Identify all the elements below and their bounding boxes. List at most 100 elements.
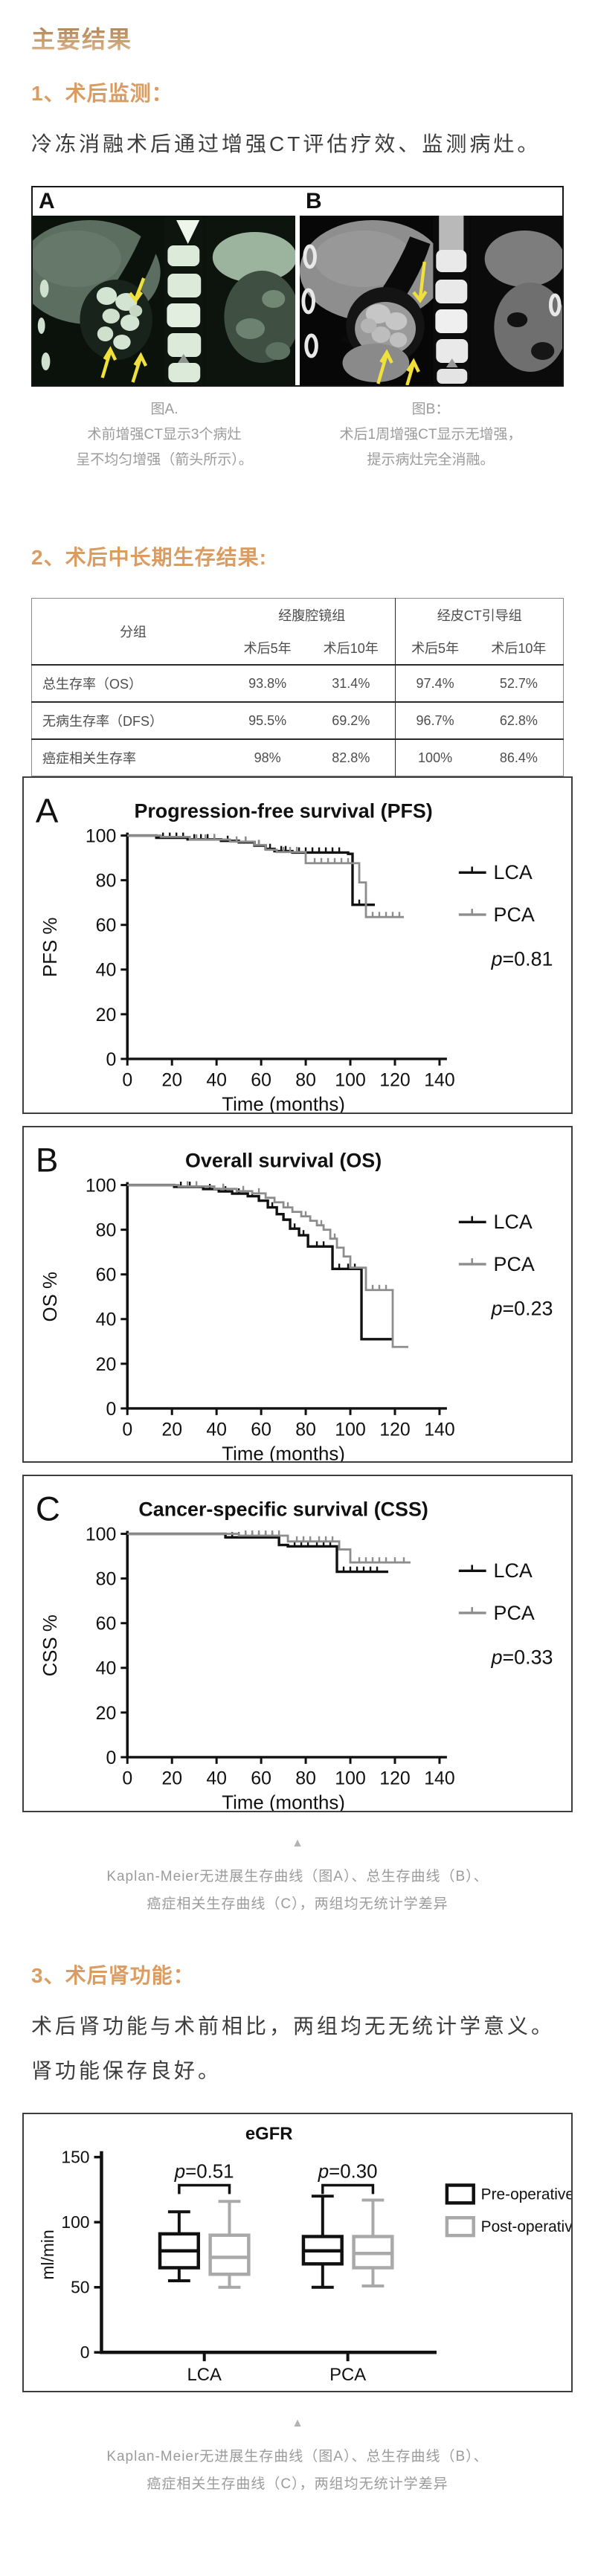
svg-text:p=0.51: p=0.51 (174, 2161, 234, 2182)
svg-text:0: 0 (122, 1070, 132, 1091)
svg-text:Progression-free survival (PFS: Progression-free survival (PFS) (134, 800, 432, 822)
svg-text:120: 120 (379, 1768, 410, 1789)
svg-text:Overall survival (OS): Overall survival (OS) (185, 1149, 382, 1171)
svg-text:0: 0 (122, 1419, 132, 1440)
svg-text:Cancer-specific survival (CSS): Cancer-specific survival (CSS) (138, 1498, 428, 1521)
svg-text:PFS %: PFS % (40, 918, 61, 977)
svg-text:PCA: PCA (494, 904, 535, 926)
svg-text:ml/min: ml/min (38, 2229, 57, 2279)
svg-text:p=0.81: p=0.81 (491, 948, 553, 970)
svg-text:60: 60 (251, 1768, 271, 1789)
svg-text:40: 40 (206, 1419, 227, 1440)
tumor-arrows-icon (100, 277, 148, 383)
svg-text:140: 140 (424, 1419, 454, 1440)
svg-text:20: 20 (96, 1703, 117, 1724)
svg-text:40: 40 (96, 960, 117, 981)
ct-captions: 图A. 术前增强CT显示3个病灶 呈不均匀增强（箭头所示）。 图B： 术后1周增… (31, 397, 564, 473)
svg-text:40: 40 (206, 1070, 227, 1091)
svg-text:80: 80 (96, 1220, 117, 1240)
svg-text:120: 120 (379, 1070, 410, 1091)
svg-text:150: 150 (61, 2147, 89, 2166)
svg-text:0: 0 (122, 1768, 132, 1789)
svg-text:LCA: LCA (187, 2365, 221, 2385)
section2-heading: 2、术后中长期生存结果: (31, 546, 267, 569)
svg-text:100: 100 (61, 2212, 89, 2232)
svg-text:100: 100 (86, 1524, 116, 1545)
km-caption-line2: 癌症相关生存曲线（C），两组均无统计学差异 (147, 1896, 448, 1912)
svg-text:100: 100 (86, 1175, 116, 1196)
svg-text:20: 20 (161, 1070, 182, 1091)
section1-body: 冷冻消融术后通过增强CT评估疗效、监测病灶。 (31, 132, 541, 155)
svg-text:B: B (36, 1141, 59, 1179)
svg-text:LCA: LCA (494, 1211, 533, 1233)
section1-heading: 1、术后监测： (31, 82, 173, 105)
svg-text:C: C (36, 1490, 60, 1528)
ablation-arrows-icon (376, 261, 428, 385)
svg-text:80: 80 (96, 871, 117, 892)
ct-caption-b-line2: 术后1周增强CT显示无增强， (339, 427, 522, 442)
svg-text:50: 50 (71, 2277, 89, 2296)
svg-text:0: 0 (106, 1049, 117, 1070)
caption-triangle-icon: ▲ (292, 1836, 303, 1849)
ct-panel-a-header: A (33, 187, 295, 216)
svg-text:p=0.33: p=0.33 (491, 1646, 553, 1669)
ct-caption-a-line1: 图A. (150, 402, 178, 417)
chart-egfr: eGFR 0 50 100 150 ml/min p=0.51 LCA p=0.30 PCA Pre… (24, 2114, 571, 2391)
ct-caption-b: 图B： 术后1周增强CT显示无增强， 提示病灶完全消融。 (298, 397, 564, 473)
svg-text:120: 120 (379, 1419, 410, 1440)
svg-text:Time (months): Time (months) (222, 1793, 345, 1811)
table-subheader: 术后5年 (395, 631, 475, 665)
chart-css-panel: C Cancer-specific survival (CSS) 0 20 40 60 80… (22, 1475, 573, 1812)
table-row: 癌症相关生存率 98% 82.8% 100% 86.4% (32, 739, 564, 776)
table-group2-header: 经皮CT引导组 (395, 598, 564, 631)
svg-text:100: 100 (86, 826, 116, 847)
cell: 82.8% (332, 750, 370, 765)
svg-text:100: 100 (335, 1419, 365, 1440)
chart-css: C Cancer-specific survival (CSS) 0 20 40 60 80… (24, 1476, 571, 1811)
svg-text:eGFR: eGFR (245, 2123, 293, 2143)
table-subheader: 术后10年 (323, 641, 379, 656)
km-figure-note: ▲ Kaplan-Meier无进展生存曲线（图A）、总生存曲线（B）、 癌症相关… (0, 1836, 595, 1918)
ct-image-post-op (300, 216, 562, 385)
ct-panel-b-label: B (306, 189, 322, 213)
ct-caption-a: 图A. 术前增强CT显示3个病灶 呈不均匀增强（箭头所示）。 (31, 397, 298, 473)
scroll-triangle-icon (178, 354, 190, 363)
chart-pfs-panel: A Progression-free survival (PFS) 0 20 40 60 8… (22, 776, 573, 1114)
cell: 52.7% (499, 675, 538, 691)
caption-triangle-icon: ▲ (292, 2416, 303, 2430)
svg-text:100: 100 (335, 1070, 365, 1091)
section3-body: 术后肾功能与术前相比，两组均无无统计学意义。肾功能保存良好。 (31, 2014, 556, 2082)
chart-os: B Overall survival (OS) 0 20 40 60 80 100 0 20 40 6… (24, 1127, 571, 1461)
egfr-caption-line1: Kaplan-Meier无进展生存曲线（图A）、总生存曲线（B）、 (106, 2448, 489, 2464)
svg-text:PCA: PCA (494, 1252, 535, 1275)
row-label: 总生存率（OS） (42, 677, 143, 692)
svg-text:20: 20 (96, 1005, 117, 1025)
ct-caption-a-line2: 术前增强CT显示3个病灶 (87, 427, 242, 442)
svg-text:60: 60 (96, 1264, 117, 1285)
svg-text:p=0.23: p=0.23 (491, 1297, 553, 1319)
cell: 69.2% (332, 712, 370, 728)
table-corner-header: 分组 (120, 625, 147, 640)
ct-image-pre-op (33, 216, 295, 385)
cell: 62.8% (499, 712, 538, 728)
svg-text:80: 80 (295, 1419, 316, 1440)
svg-text:140: 140 (424, 1070, 454, 1091)
ct-caption-b-line3: 提示病灶完全消融。 (367, 452, 495, 468)
row-label: 癌症相关生存率 (42, 751, 136, 766)
cell: 98% (254, 750, 281, 765)
svg-text:20: 20 (96, 1353, 117, 1374)
ct-panel-a-label: A (39, 189, 55, 213)
chart-egfr-panel: eGFR 0 50 100 150 ml/min p=0.51 LCA p=0.30 PCA Pre… (22, 2112, 573, 2392)
chart-os-panel: B Overall survival (OS) 0 20 40 60 80 100 0 20 40 6… (22, 1125, 573, 1464)
ct-panel-a: A (33, 187, 295, 385)
ct-panel-b-header: B (300, 187, 562, 216)
cell: 97.4% (395, 665, 475, 702)
svg-text:80: 80 (295, 1768, 316, 1789)
egfr-caption-line2: 癌症相关生存曲线（C），两组均无统计学差异 (147, 2476, 448, 2492)
svg-text:0: 0 (106, 1748, 117, 1768)
page-title: 主要结果 (31, 21, 564, 55)
svg-text:Pre-operative: Pre-operative (481, 2186, 571, 2203)
ct-figure: A (31, 186, 564, 387)
svg-text:20: 20 (161, 1419, 182, 1440)
cell: 95.5% (248, 712, 287, 728)
